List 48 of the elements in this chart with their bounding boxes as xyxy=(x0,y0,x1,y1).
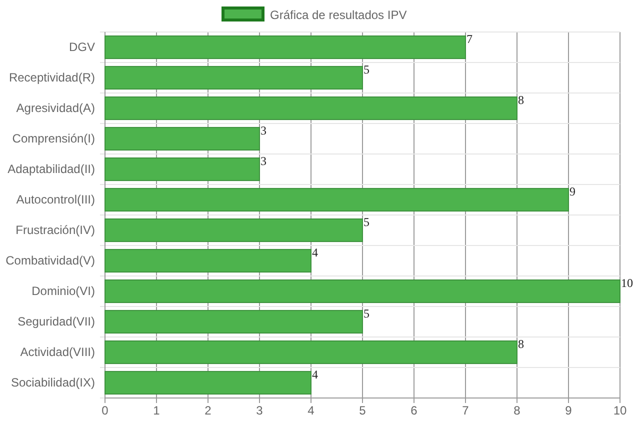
data-label: 4 xyxy=(312,245,318,260)
x-tick-label: 7 xyxy=(462,404,470,418)
data-label: 5 xyxy=(364,62,370,76)
y-tick-label: Dominio(VI) xyxy=(32,284,95,298)
y-tick-label: Receptividad(R) xyxy=(8,70,95,85)
y-tick-label: Adaptabilidad(II) xyxy=(8,162,95,176)
bar xyxy=(104,248,312,273)
x-tick-label: 2 xyxy=(204,404,212,418)
x-tick-label: 9 xyxy=(565,404,572,418)
bar xyxy=(104,126,260,151)
legend-label: Gráfica de resultados IPV xyxy=(270,8,407,22)
x-tick-label: 10 xyxy=(613,404,627,418)
x-tick-label: 3 xyxy=(256,404,264,418)
data-label: 8 xyxy=(518,336,524,351)
x-tick-label: 6 xyxy=(410,404,418,418)
data-label: 7 xyxy=(466,32,472,46)
bar xyxy=(104,157,260,182)
data-label: 9 xyxy=(570,184,576,198)
y-tick-label: DGV xyxy=(68,40,95,54)
data-label: 5 xyxy=(364,306,370,320)
data-label: 3 xyxy=(260,123,266,138)
bar xyxy=(104,279,620,304)
y-tick-label: Agresividad(A) xyxy=(16,101,95,116)
x-tick-label: 1 xyxy=(153,404,160,418)
x-tick-label: 5 xyxy=(359,404,366,418)
x-tick-label: 0 xyxy=(102,404,109,418)
data-label: 4 xyxy=(312,367,318,382)
bar xyxy=(104,96,518,120)
y-tick-label: Comprensión(I) xyxy=(12,132,95,146)
bar xyxy=(104,66,363,90)
data-label: 10 xyxy=(621,276,633,290)
data-label: 5 xyxy=(364,214,370,229)
y-tick-label: Autocontrol(III) xyxy=(16,192,95,207)
x-tick-label: 4 xyxy=(308,404,315,418)
data-label: 8 xyxy=(518,92,524,107)
y-tick-label: Frustración(IV) xyxy=(16,223,95,238)
bar xyxy=(104,310,363,334)
bar xyxy=(104,370,312,395)
data-label: 3 xyxy=(260,154,266,168)
y-tick-label: Seguridad(VII) xyxy=(18,314,95,329)
bar xyxy=(104,188,569,212)
bar xyxy=(104,35,466,60)
bar xyxy=(104,340,518,364)
bar xyxy=(104,218,363,242)
y-tick-label: Combatividad(V) xyxy=(6,254,95,268)
y-tick-label: Actividad(VIII) xyxy=(20,345,95,360)
x-tick-label: 8 xyxy=(514,404,521,418)
y-tick-label: Sociabilidad(IX) xyxy=(10,376,95,390)
